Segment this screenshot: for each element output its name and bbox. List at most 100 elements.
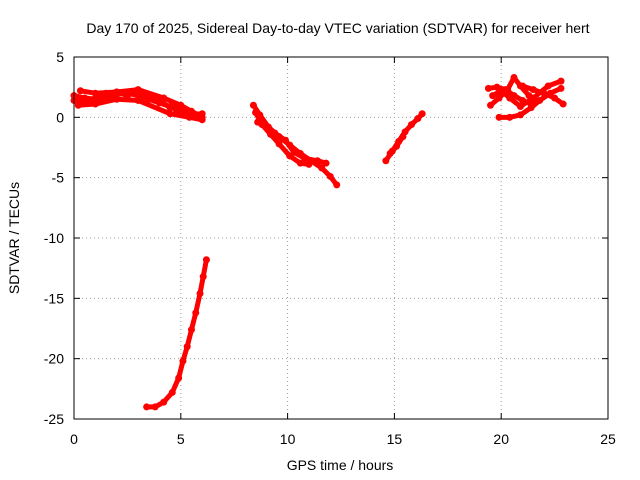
series-line (144, 257, 209, 410)
data-series-layer (70, 74, 567, 411)
data-point (557, 77, 565, 85)
data-point (74, 101, 82, 109)
series-track-a3 (76, 86, 202, 119)
data-point (249, 101, 257, 109)
series-track-e5 (489, 77, 565, 110)
data-point (504, 86, 512, 94)
x-tick-label: 25 (600, 431, 616, 447)
data-point (160, 398, 168, 406)
data-point (177, 101, 185, 109)
series-track-b (143, 256, 210, 411)
data-point (183, 343, 191, 351)
y-tick-label: -10 (44, 230, 64, 246)
data-point (510, 74, 518, 82)
data-point (557, 84, 565, 92)
data-point (536, 96, 544, 104)
y-tick-label: -25 (44, 411, 64, 427)
data-point (314, 157, 322, 165)
data-point (91, 89, 99, 97)
series-track-a4 (74, 95, 206, 124)
data-point (559, 100, 567, 108)
data-point (386, 150, 394, 158)
data-point (262, 123, 270, 131)
data-point (187, 326, 195, 334)
data-point (484, 84, 492, 92)
data-point (495, 94, 503, 102)
data-point (143, 403, 151, 411)
x-tick-label: 10 (280, 431, 296, 447)
data-point (254, 118, 262, 126)
data-point (495, 113, 503, 121)
data-point (179, 357, 187, 365)
data-point (399, 133, 407, 141)
y-tick-label: -5 (52, 170, 65, 186)
series-track-e4 (519, 82, 567, 108)
y-tick-label: 0 (56, 109, 64, 125)
data-point (281, 136, 289, 144)
data-point (516, 102, 524, 110)
data-point (326, 172, 334, 180)
x-tick-label: 20 (493, 431, 509, 447)
data-point (393, 142, 401, 150)
data-point (113, 88, 121, 96)
y-tick-label: 5 (56, 49, 64, 65)
data-point (290, 148, 298, 156)
x-axis-label: GPS time / hours (287, 457, 394, 473)
data-point (301, 154, 309, 162)
data-point (414, 115, 422, 123)
data-point (166, 110, 174, 118)
data-point (382, 157, 390, 165)
data-point (333, 181, 341, 189)
data-point (91, 100, 99, 108)
data-point (192, 309, 200, 317)
x-tick-label: 5 (177, 431, 185, 447)
data-point (199, 273, 207, 281)
data-point (407, 121, 415, 129)
data-point (318, 164, 326, 172)
data-point (151, 403, 159, 411)
data-point (506, 94, 514, 102)
data-point (551, 94, 559, 102)
series-track-d2 (386, 133, 407, 158)
data-point (168, 388, 176, 396)
data-point (275, 140, 283, 148)
data-point (305, 160, 313, 168)
y-axis-ticks: -25 -20 -15 -10 -5 0 5 (44, 49, 608, 427)
data-point (134, 86, 142, 94)
data-point (76, 87, 84, 95)
x-tick-label: 0 (70, 431, 78, 447)
data-point (506, 113, 514, 121)
data-point (91, 94, 99, 102)
data-point (175, 374, 183, 382)
y-axis-label: SDTVAR / TECUs (6, 182, 22, 294)
data-point (271, 129, 279, 137)
data-point (296, 159, 304, 167)
x-tick-label: 15 (387, 431, 403, 447)
data-point (489, 92, 497, 100)
series-track-c1 (249, 101, 341, 189)
data-point (196, 290, 204, 298)
data-point (544, 82, 552, 90)
data-point (113, 95, 121, 103)
data-point (497, 87, 505, 95)
data-point (529, 94, 537, 102)
data-point (252, 109, 260, 117)
data-point (322, 159, 330, 167)
data-point (529, 86, 537, 94)
data-point (418, 110, 426, 118)
data-point (527, 104, 535, 112)
chart-title: Day 170 of 2025, Sidereal Day-to-day VTE… (86, 20, 589, 36)
series-track-c3 (254, 118, 330, 167)
data-point (198, 116, 206, 124)
data-point (516, 111, 524, 119)
data-point (487, 101, 495, 109)
data-point (519, 82, 527, 90)
y-tick-label: -20 (44, 351, 64, 367)
data-point (134, 96, 142, 104)
x-axis-ticks: 0 5 10 15 20 25 (70, 57, 616, 447)
data-point (202, 256, 210, 264)
data-point (185, 113, 193, 121)
series-line (250, 102, 340, 188)
data-point (160, 94, 168, 102)
